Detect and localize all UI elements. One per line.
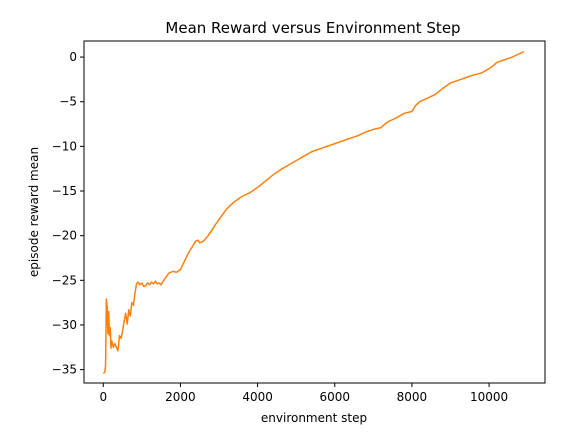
- x-tick-label: 4000: [242, 390, 273, 404]
- x-tick-label: 2000: [165, 390, 196, 404]
- x-axis-label: environment step: [261, 411, 367, 425]
- y-tick-label: −35: [52, 363, 77, 377]
- y-tick-label: −20: [52, 229, 77, 243]
- y-tick-label: 0: [69, 50, 77, 64]
- y-tick-label: −25: [52, 273, 77, 287]
- plot-area: [102, 51, 525, 374]
- x-tick-label: 6000: [319, 390, 350, 404]
- y-axis: −35 −30 −25 −20 −15 −10 −5 0: [52, 50, 84, 377]
- y-tick-label: −30: [52, 318, 77, 332]
- chart-title: Mean Reward versus Environment Step: [165, 19, 460, 37]
- plot-frame: [83, 40, 546, 384]
- y-axis-label: episode reward mean: [27, 147, 41, 277]
- y-tick-label: −5: [59, 95, 77, 109]
- y-tick-label: −10: [52, 139, 77, 153]
- y-tick-label: −15: [52, 184, 77, 198]
- x-tick-label: 8000: [397, 390, 428, 404]
- series-line-0: [102, 51, 525, 374]
- x-axis: 0 2000 4000 6000 8000 10000: [99, 383, 508, 404]
- x-tick-label: 0: [99, 390, 107, 404]
- x-tick-label: 10000: [470, 390, 508, 404]
